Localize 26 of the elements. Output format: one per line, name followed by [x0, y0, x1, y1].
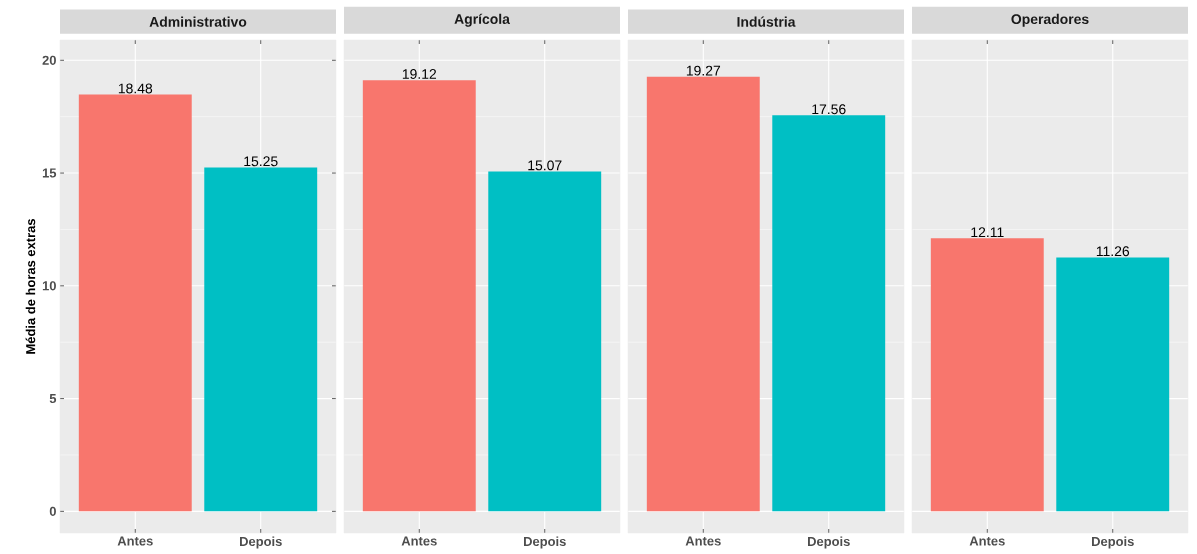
data-label: 15.25 [244, 156, 278, 167]
chart-title: Indústria [737, 16, 796, 27]
data-label: 11.26 [1096, 246, 1130, 257]
x-tick-label: Depois [808, 536, 850, 549]
y-tick-label: 15 [42, 168, 57, 178]
x-tick-label: Antes [401, 536, 437, 546]
x-tick-label: Antes [685, 536, 721, 546]
data-label: 18.48 [118, 83, 153, 94]
data-label: 19.27 [686, 65, 721, 76]
y-tick-label: 0 [49, 506, 56, 516]
data-label: 17.56 [812, 104, 846, 115]
data-label: 15.07 [528, 160, 562, 171]
x-tick-label: Antes [969, 536, 1005, 546]
y-tick-label: 10 [42, 281, 56, 291]
chart-title: Administrativo [149, 16, 247, 27]
y-tick-label: 5 [49, 394, 57, 404]
data-label: 19.12 [402, 69, 437, 79]
y-tick-label: 20 [42, 55, 56, 65]
x-tick-label: Depois [240, 536, 282, 549]
x-tick-label: Antes [117, 536, 153, 546]
chart-title: Agrícola [454, 13, 510, 27]
x-tick-label: Depois [1092, 536, 1134, 549]
chart-title: Operadores [1011, 13, 1089, 27]
y-axis-title: Média de horas extras [25, 219, 36, 354]
x-tick-label: Depois [524, 536, 566, 549]
data-label: 12.11 [971, 227, 1004, 238]
